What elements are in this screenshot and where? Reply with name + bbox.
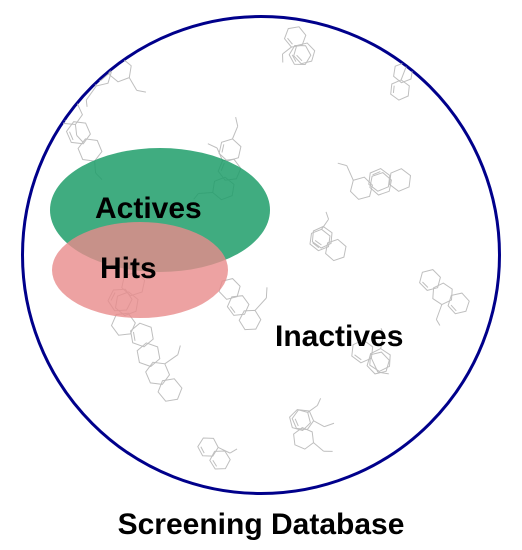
inactives-label: Inactives (275, 320, 403, 354)
database-circle (21, 15, 501, 495)
diagram-canvas: Actives Hits Inactives Screening Databas… (0, 0, 522, 550)
caption: Screening Database (0, 508, 522, 542)
hits-label: Hits (100, 252, 157, 286)
actives-label: Actives (95, 192, 202, 226)
